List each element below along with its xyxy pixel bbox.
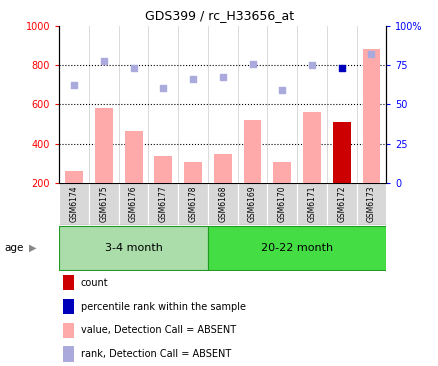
- Bar: [148, 183, 178, 225]
- Text: GSM6175: GSM6175: [99, 185, 108, 222]
- Bar: [362, 49, 379, 183]
- Text: 20-22 month: 20-22 month: [261, 243, 332, 253]
- Bar: [154, 156, 172, 183]
- Bar: [273, 162, 290, 183]
- Bar: [124, 131, 142, 183]
- Text: GDS399 / rc_H33656_at: GDS399 / rc_H33656_at: [145, 9, 293, 22]
- Point: [308, 62, 315, 68]
- Bar: [237, 183, 267, 225]
- Bar: [208, 183, 237, 225]
- Bar: [243, 120, 261, 183]
- Text: rank, Detection Call = ABSENT: rank, Detection Call = ABSENT: [80, 349, 230, 359]
- Bar: [62, 347, 74, 362]
- Bar: [297, 183, 326, 225]
- Bar: [62, 323, 74, 338]
- Point: [100, 58, 107, 64]
- Bar: [178, 183, 208, 225]
- Bar: [62, 275, 74, 290]
- Bar: [184, 163, 201, 183]
- Text: count: count: [80, 278, 108, 288]
- Text: 3-4 month: 3-4 month: [104, 243, 162, 253]
- Point: [219, 74, 226, 80]
- Point: [248, 61, 255, 67]
- Text: ▶: ▶: [28, 243, 36, 253]
- Text: GSM6172: GSM6172: [336, 185, 346, 221]
- Point: [337, 65, 344, 71]
- Bar: [326, 183, 356, 225]
- Bar: [356, 183, 385, 225]
- Text: GSM6176: GSM6176: [129, 185, 138, 222]
- Text: GSM6168: GSM6168: [218, 185, 227, 221]
- Text: GSM6173: GSM6173: [366, 185, 375, 222]
- Point: [278, 87, 285, 93]
- Text: age: age: [4, 243, 24, 253]
- Bar: [65, 171, 83, 183]
- Bar: [62, 299, 74, 314]
- Bar: [302, 112, 320, 183]
- Point: [71, 82, 78, 87]
- Bar: [332, 122, 350, 183]
- Text: GSM6171: GSM6171: [307, 185, 316, 221]
- Point: [367, 51, 374, 57]
- Bar: [208, 226, 385, 270]
- Text: GSM6174: GSM6174: [70, 185, 78, 222]
- Bar: [213, 154, 231, 183]
- Text: GSM6178: GSM6178: [188, 185, 197, 221]
- Bar: [59, 226, 208, 270]
- Text: GSM6177: GSM6177: [159, 185, 167, 222]
- Bar: [89, 183, 118, 225]
- Bar: [59, 183, 89, 225]
- Text: GSM6169: GSM6169: [247, 185, 256, 222]
- Text: percentile rank within the sample: percentile rank within the sample: [80, 302, 245, 311]
- Point: [130, 65, 137, 71]
- Point: [159, 85, 166, 90]
- Point: [189, 76, 196, 82]
- Text: value, Detection Call = ABSENT: value, Detection Call = ABSENT: [80, 325, 235, 335]
- Bar: [118, 183, 148, 225]
- Bar: [95, 108, 113, 183]
- Bar: [267, 183, 297, 225]
- Text: GSM6170: GSM6170: [277, 185, 286, 222]
